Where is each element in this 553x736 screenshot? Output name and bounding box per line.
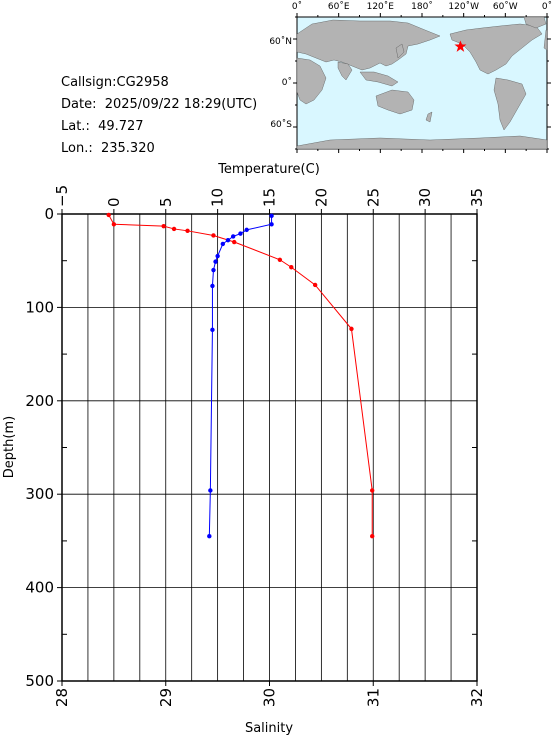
date-text: Date: 2025/09/22 18:29(UTC)	[61, 97, 258, 112]
temperature-tick-label: 5	[157, 197, 175, 207]
temperature-data-point	[289, 265, 294, 270]
map-eurasia	[296, 19, 441, 71]
salinity-data-point	[210, 283, 215, 289]
temperature-data-point	[312, 282, 318, 288]
salinity-profile-line	[208, 215, 273, 537]
temperature-data-point	[185, 228, 190, 234]
salinity-tick-label: 28	[53, 688, 71, 707]
map-europe-right	[543, 29, 548, 51]
temperature-tick-label: −5	[53, 185, 71, 207]
temperature-data-point	[277, 257, 283, 262]
salinity-data-point	[244, 227, 249, 233]
station-info: Callsign:CG2958 Date: 2025/09/22 18:29(U…	[61, 72, 257, 160]
depth-tick-labels: 0 100 200 300 400 500	[25, 205, 54, 690]
temperature-tick-label: 25	[364, 188, 382, 207]
map-new-zealand	[425, 111, 433, 123]
salinity-tick-label: 31	[364, 688, 382, 707]
callsign-text: Callsign:CG2958	[61, 75, 169, 90]
map-australia	[375, 89, 415, 115]
salinity-tick-label: 30	[261, 688, 279, 707]
map-frame-ticks	[293, 13, 551, 153]
station-star-icon	[454, 40, 467, 52]
map-north-america	[449, 23, 543, 75]
depth-tick-label: 500	[25, 672, 54, 690]
temperature-data-point	[349, 326, 354, 332]
temperature-data-point	[171, 226, 177, 232]
map-lon-label: 180˚	[411, 1, 433, 12]
temperature-tick-label: 35	[468, 188, 486, 207]
salinity-tick-label: 29	[157, 688, 175, 707]
salinity-data-point	[269, 213, 274, 219]
salinity-data-point	[220, 241, 226, 247]
temperature-data-point	[106, 212, 111, 218]
map-lon-label: 60˚E	[328, 1, 350, 12]
temperature-data-point	[161, 223, 166, 229]
map-lon-label: 60˚W	[493, 1, 518, 12]
temperature-axis-title: Temperature(C)	[217, 162, 320, 177]
temperature-tick-label: 15	[261, 188, 279, 207]
depth-tick-label: 200	[25, 392, 54, 410]
minor-ticks	[57, 209, 478, 686]
map-southeast-asia	[359, 71, 399, 87]
map-india	[337, 61, 353, 81]
salinity-data-point	[208, 488, 213, 493]
map-land	[296, 16, 548, 150]
map-greenland	[523, 16, 547, 29]
temperature-tick-label: 0	[105, 197, 123, 207]
map-lat-label: 60˚S	[270, 119, 292, 130]
depth-axis-title: Depth(m)	[2, 416, 17, 478]
temperature-tick-labels: −5 0 5 10 15 20 25 30 35	[53, 185, 486, 207]
map-lon-label: 0˚	[292, 1, 302, 12]
depth-tick-label: 0	[44, 205, 54, 223]
chart-grid	[61, 213, 478, 682]
chart-frame	[61, 213, 478, 682]
series-layer	[106, 212, 375, 539]
map-lon-label: 0˚	[542, 1, 552, 12]
depth-tick-label: 100	[25, 298, 54, 316]
salinity-data-point	[210, 327, 215, 333]
map-japan	[395, 43, 405, 59]
salinity-data-point	[269, 222, 274, 227]
temperature-tick-label: 20	[312, 188, 330, 207]
temperature-profile-line	[108, 214, 373, 537]
salinity-data-point	[238, 231, 243, 236]
map-top-labels: 0˚ 60˚E 120˚E 180˚ 120˚W 60˚W 0˚	[292, 1, 552, 12]
salinity-data-point	[230, 234, 236, 239]
salinity-tick-label: 32	[468, 688, 486, 707]
salinity-tick-labels: 28 29 30 31 32	[53, 688, 486, 707]
lat-text: Lat.: 49.727	[61, 119, 144, 134]
map-lon-label: 120˚W	[448, 1, 479, 12]
depth-tick-label: 400	[25, 579, 54, 597]
temperature-data-point	[370, 534, 375, 539]
temperature-data-point	[232, 239, 237, 245]
salinity-axis-title: Salinity	[245, 721, 293, 736]
salinity-data-point	[215, 253, 220, 259]
depth-tick-label: 300	[25, 485, 54, 503]
lon-text: Lon.: 235.320	[61, 141, 155, 156]
salinity-data-point	[225, 237, 231, 243]
map-lat-label: 0˚	[282, 77, 292, 88]
salinity-data-point	[211, 267, 216, 273]
temperature-data-point	[211, 233, 216, 238]
temperature-data-point	[370, 488, 375, 493]
temperature-tick-label: 30	[416, 188, 434, 207]
map-lon-label: 120˚E	[367, 1, 395, 12]
map-south-america	[493, 77, 527, 131]
salinity-data-point	[207, 534, 212, 539]
map-left-labels: 60˚N 0˚ 60˚S	[269, 36, 292, 130]
map-africa	[296, 57, 327, 105]
temperature-tick-label: 10	[209, 188, 227, 207]
temperature-data-point	[111, 222, 117, 227]
map-lat-label: 60˚N	[269, 36, 292, 47]
salinity-data-point	[213, 259, 218, 264]
world-map: 0˚ 60˚E 120˚E 180˚ 120˚W 60˚W 0˚ 60˚N 0˚…	[269, 1, 552, 153]
